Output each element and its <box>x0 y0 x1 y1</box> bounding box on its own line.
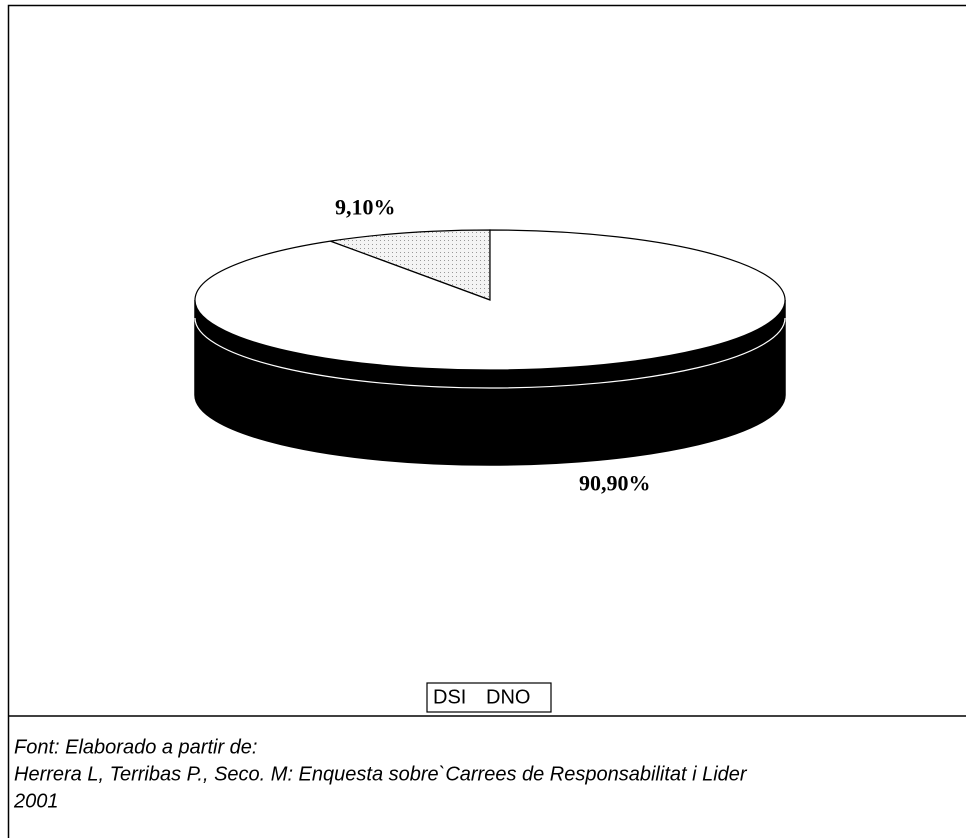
legend-box <box>426 682 552 713</box>
source-line: Herrera L, Terribas P., Seco. M: Enquest… <box>14 763 748 785</box>
pie-slice <box>194 229 786 371</box>
pie-slice <box>330 229 491 301</box>
legend-entry: DSI <box>433 686 466 708</box>
source-line: 2001 <box>13 790 59 812</box>
frame <box>7 4 966 838</box>
value-label: 90,90% <box>579 471 651 496</box>
source-line: Font: Elaborado a partir de: <box>14 736 257 758</box>
value-label: 9,10% <box>335 194 396 219</box>
legend-entry: DNO <box>486 686 530 708</box>
pie-rim <box>194 317 786 389</box>
